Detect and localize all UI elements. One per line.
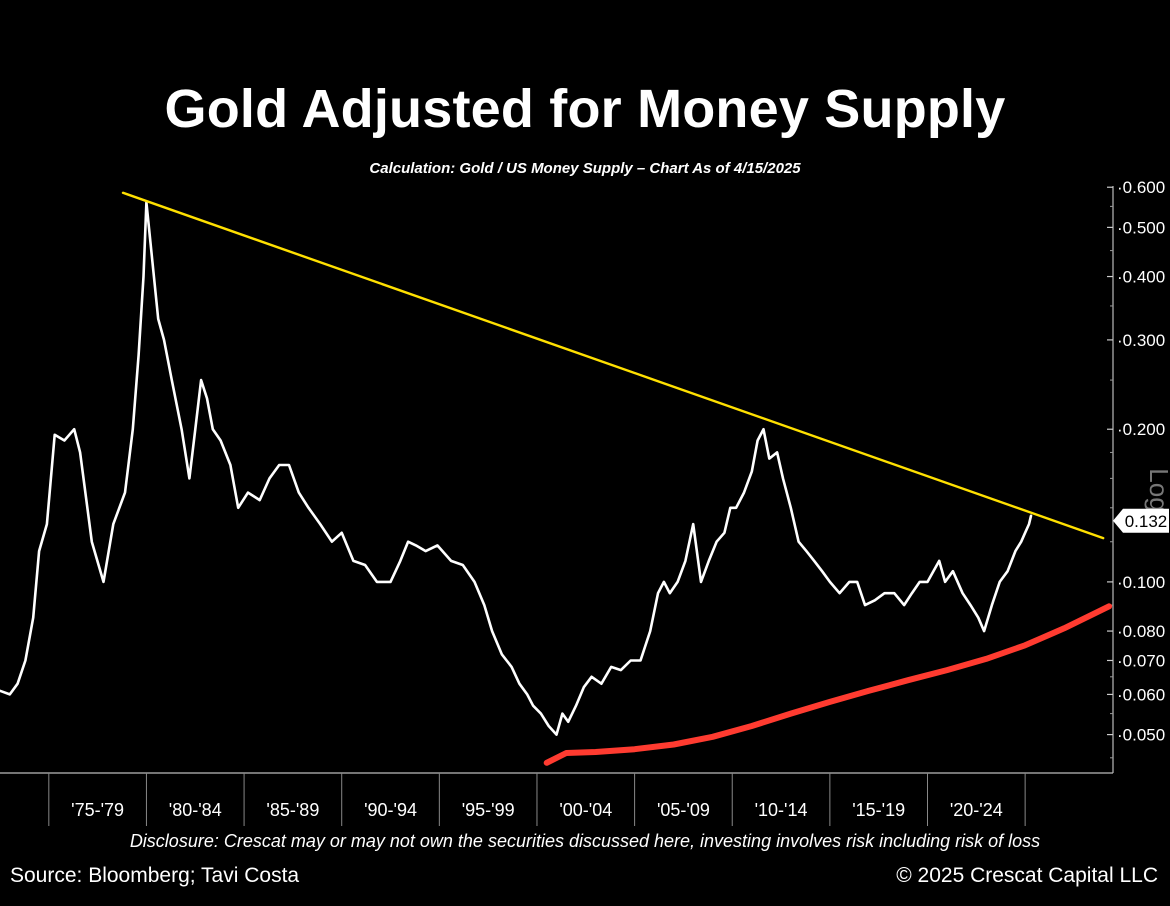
x-tick-label: '85-'89 [266,800,319,820]
copyright-text: © 2025 Crescat Capital LLC [896,864,1158,888]
support-curve-line [547,606,1109,763]
x-tick-label: '75-'79 [71,800,124,820]
y-tick-label: ·0.300 [1117,331,1165,350]
series-group [0,193,1109,763]
x-tick-label: '15-'19 [852,800,905,820]
last-value-label: 0.132 [1125,512,1168,531]
x-tick-label: '80-'84 [169,800,222,820]
resistance-trend-line [123,193,1103,538]
y-tick-label: ·0.500 [1117,218,1165,237]
y-tick-label: ·0.100 [1117,573,1165,592]
source-text: Source: Bloomberg; Tavi Costa [10,864,299,888]
y-tick-label: ·0.080 [1117,622,1165,641]
x-tick-label: '20-'24 [950,800,1003,820]
y-tick-label: ·0.050 [1117,726,1165,745]
y-tick-label: ·0.070 [1117,651,1165,670]
x-tick-label: '95-'99 [462,800,515,820]
gold-money-supply-line [0,202,1031,734]
x-tick-label: '05-'09 [657,800,710,820]
x-tick-label: '90-'94 [364,800,417,820]
disclosure-text: Disclosure: Crescat may or may not own t… [0,831,1170,852]
y-tick-label: ·0.400 [1117,268,1165,287]
y-tick-label: ·0.200 [1117,420,1165,439]
x-tick-label: '10-'14 [755,800,808,820]
y-axis-scale-label: Log [1144,468,1170,511]
y-tick-label: ·0.060 [1117,685,1165,704]
x-tick-label: '00-'04 [559,800,612,820]
y-tick-label: ·0.600 [1117,178,1165,197]
